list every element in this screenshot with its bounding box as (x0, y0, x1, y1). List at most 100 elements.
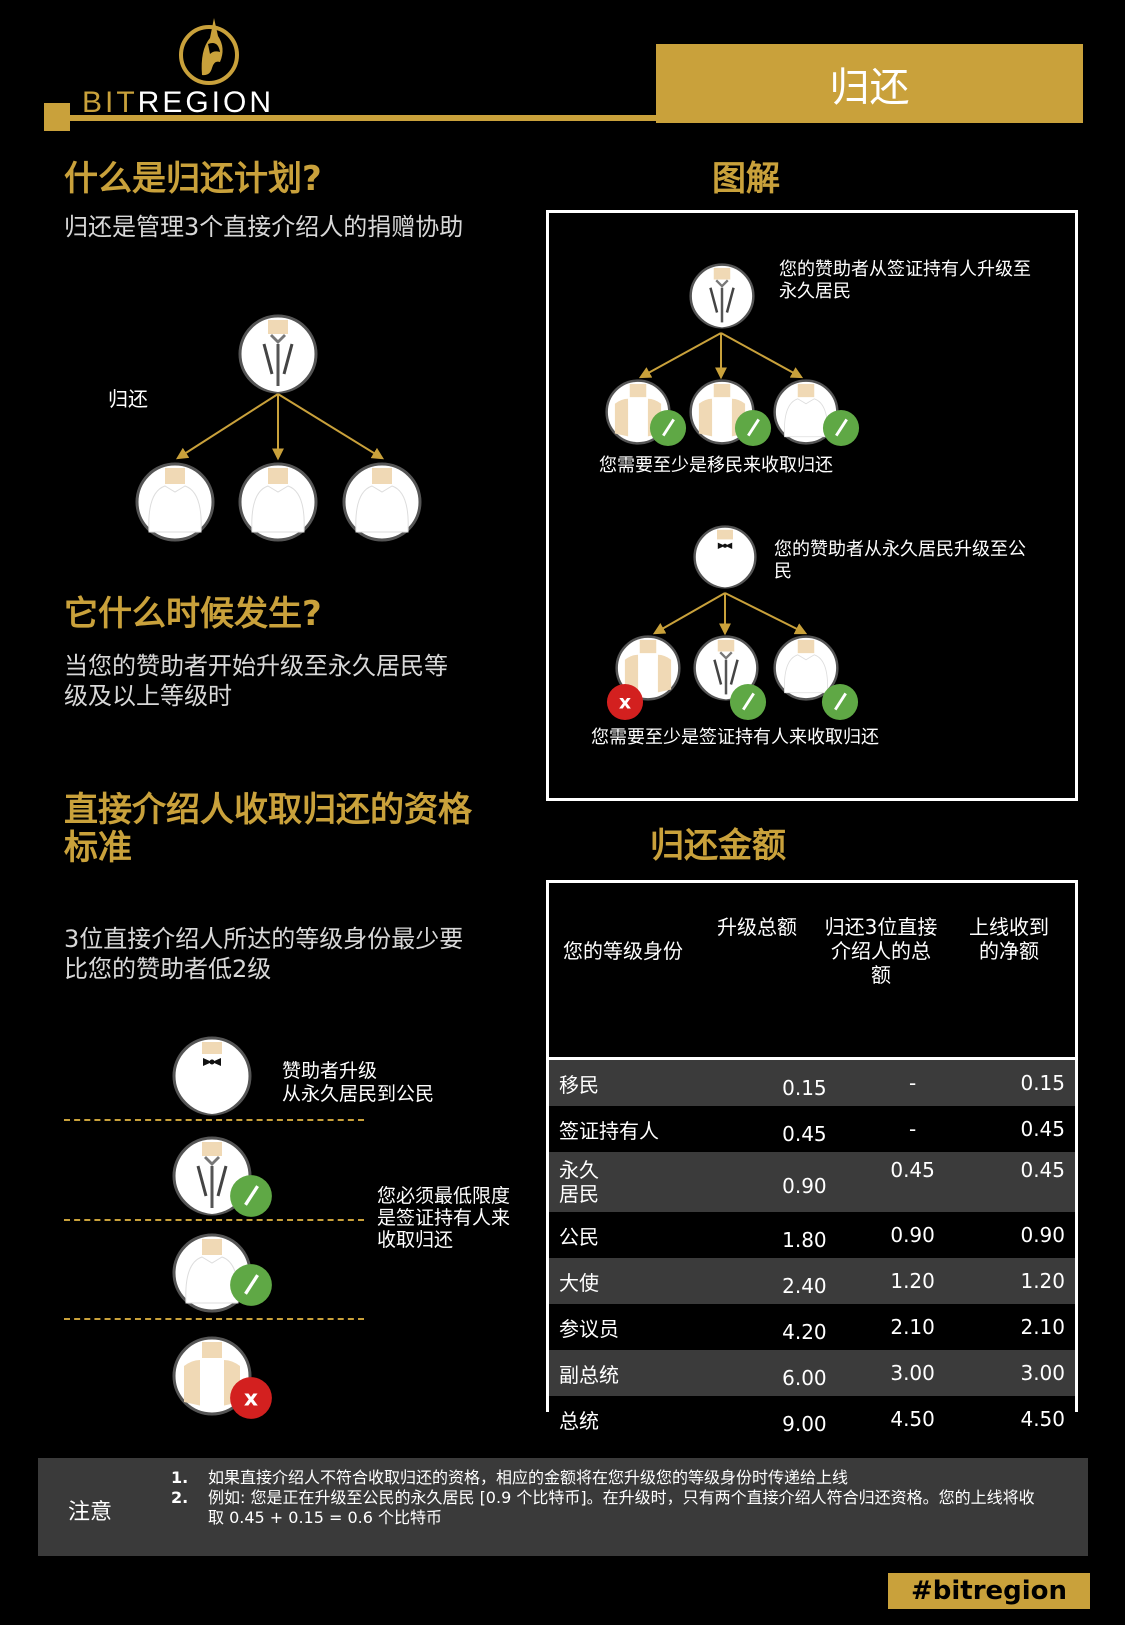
diagram2-caption: 您需要至少是签证持有人来收取归还 (591, 727, 879, 748)
cell-rank: 参议员 (549, 1304, 751, 1350)
criteria-body-line2: 比您的赞助者低2级 (64, 955, 272, 983)
table-row: 参议员 4.20 2.10 2.10 (549, 1304, 1075, 1350)
check-icon (229, 1263, 273, 1307)
criteria-title-line2: 标准 (64, 828, 132, 868)
diagram-title: 图解 (712, 159, 780, 199)
cross-icon (606, 683, 644, 721)
cell-rank: 公民 (549, 1212, 751, 1258)
check-icon (734, 409, 772, 447)
note-2-number: 2. (171, 1488, 189, 1507)
what-body: 归还是管理3个直接介绍人的捐赠协助 (64, 213, 464, 241)
cell-rank: 大使 (549, 1258, 751, 1304)
cell-upgrade: 0.90 (750, 1152, 859, 1212)
amount-table-body: 移民 0.15 - 0.15 签证持有人 0.45 - 0.45 永久 居民 0.… (549, 1060, 1075, 1442)
min-label-line3: 收取归还 (377, 1229, 454, 1251)
table-row: 副总统 6.00 3.00 3.00 (549, 1350, 1075, 1396)
cell-rank: 总统 (549, 1396, 751, 1442)
divider (64, 1219, 364, 1221)
check-icon (821, 683, 859, 721)
check-icon (729, 683, 767, 721)
table-header: 您的等级身份 升级总额 归还3位直接 介绍人的总 额 上线收到 的净额 (549, 883, 1075, 1060)
table-row: 大使 2.40 1.20 1.20 (549, 1258, 1075, 1304)
sponsor-avatar (172, 1036, 252, 1116)
check-icon (822, 409, 860, 447)
cell-return: 2.10 (858, 1304, 967, 1350)
divider (64, 1119, 364, 1121)
cell-net: 0.45 (966, 1106, 1075, 1152)
notes-label: 注意 (68, 1500, 113, 1525)
min-label-line2: 是签证持有人来 (377, 1207, 511, 1229)
cell-return: 0.45 (858, 1152, 967, 1212)
header-upgrade: 升级总额 (717, 915, 797, 939)
cell-rank: 副总统 (549, 1350, 751, 1396)
what-title: 什么是归还计划? (64, 159, 322, 199)
cell-return: - (858, 1106, 967, 1152)
amount-table: 您的等级身份 升级总额 归还3位直接 介绍人的总 额 上线收到 的净额 移民 0… (546, 880, 1078, 1442)
cell-upgrade: 0.45 (750, 1106, 859, 1152)
note-2-text-line1: 例如: 您是正在升级至公民的永久居民 [0.9 个比特币]。在升级时，只有两个直… (208, 1488, 1035, 1507)
cell-net: 3.00 (966, 1350, 1075, 1396)
check-icon (649, 409, 687, 447)
cell-rank: 永久 居民 (549, 1152, 751, 1212)
cell-net: 0.15 (966, 1060, 1075, 1106)
header-rank: 您的等级身份 (563, 939, 683, 963)
min-label-line1: 您必须最低限度 (377, 1185, 511, 1207)
cell-return: 1.20 (858, 1258, 967, 1304)
cell-net: 0.45 (966, 1152, 1075, 1212)
header-rule (44, 115, 656, 121)
criteria-title-line1: 直接介绍人收取归还的资格 (64, 790, 472, 830)
cell-net: 2.10 (966, 1304, 1075, 1350)
when-body-line1: 当您的赞助者开始升级至永久居民等 (64, 652, 448, 680)
header-net-a: 上线收到 (969, 915, 1049, 939)
hashtag-badge: #bitregion (888, 1573, 1090, 1609)
diagram1-caption: 您需要至少是移民来收取归还 (599, 455, 833, 476)
note-1-text: 如果直接介绍人不符合收取归还的资格，相应的金额将在您升级您的等级身份时传递给上线 (208, 1468, 849, 1487)
tree-label: 归还 (108, 387, 148, 411)
header-rule-block (44, 103, 70, 131)
table-row: 总统 9.00 4.50 4.50 (549, 1396, 1075, 1442)
horse-logo-icon (179, 18, 239, 85)
cell-return: 4.50 (858, 1396, 967, 1442)
diagram2-label-line1: 您的赞助者从永久居民升级至公 (774, 539, 1026, 560)
notes-panel: 注意 1. 如果直接介绍人不符合收取归还的资格，相应的金额将在您升级您的等级身份… (38, 1458, 1088, 1556)
cell-upgrade: 1.80 (750, 1212, 859, 1258)
note-2-text-line2: 取 0.45 + 0.15 = 0.6 个比特币 (208, 1508, 443, 1527)
cell-upgrade: 4.20 (750, 1304, 859, 1350)
cell-upgrade: 0.15 (750, 1060, 859, 1106)
diagram2-tree (615, 525, 839, 701)
diagram2-label-line2: 民 (774, 561, 792, 582)
cell-rank-line2: 居民 (559, 1182, 599, 1206)
cell-upgrade: 6.00 (750, 1350, 859, 1396)
cell-return: 0.90 (858, 1212, 967, 1258)
cross-icon (230, 1377, 272, 1419)
diagram1-label-line2: 永久居民 (779, 281, 851, 302)
header-return-a: 归还3位直接 (824, 915, 938, 939)
logo-text: BITBITREGIONREGION (82, 86, 275, 119)
header-return-c: 额 (871, 963, 891, 987)
cell-net: 1.20 (966, 1258, 1075, 1304)
table-row: 移民 0.15 - 0.15 (549, 1060, 1075, 1106)
diagram-box: 您的赞助者从签证持有人升级至 永久居民 您需要至少是移民来收取归还 您的赞助者从… (546, 210, 1078, 801)
cell-upgrade: 9.00 (750, 1396, 859, 1442)
table-row: 公民 1.80 0.90 0.90 (549, 1212, 1075, 1258)
cell-rank-line1: 永久 (559, 1158, 599, 1182)
when-title: 它什么时候发生? (64, 594, 322, 634)
criteria-body-line1: 3位直接介绍人所达的等级身份最少要 (64, 925, 464, 953)
note-1-number: 1. (171, 1468, 189, 1487)
check-icon (229, 1174, 273, 1218)
sponsor-label-line2: 从永久居民到公民 (282, 1083, 435, 1105)
sponsor-label-line1: 赞助者升级 (282, 1060, 378, 1082)
divider (64, 1318, 364, 1320)
page-title: 归还 (656, 44, 1083, 123)
cell-upgrade: 2.40 (750, 1258, 859, 1304)
table-row: 签证持有人 0.45 - 0.45 (549, 1106, 1075, 1152)
cell-net: 4.50 (966, 1396, 1075, 1442)
amount-title: 归还金额 (650, 826, 786, 866)
cell-return: - (858, 1060, 967, 1106)
diagram1-label-line1: 您的赞助者从签证持有人升级至 (779, 259, 1031, 280)
logo: BITBITREGIONREGION (44, 10, 344, 130)
cell-rank: 签证持有人 (549, 1106, 751, 1152)
header-return-b: 介绍人的总 (831, 939, 931, 963)
return-tree-diagram (135, 314, 422, 542)
table-row: 永久 居民 0.90 0.45 0.45 (549, 1152, 1075, 1212)
